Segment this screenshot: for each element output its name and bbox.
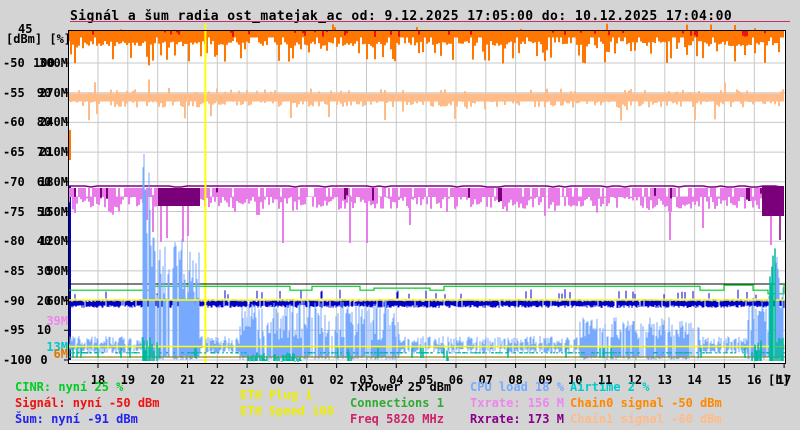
legend-item-chain0: Chain0 signal -50 dBm <box>570 396 722 410</box>
x-tick-hour: 13 <box>657 373 672 387</box>
legend-item-cpu: CPU load 18 % <box>470 380 564 394</box>
x-tick-hour: 15 <box>717 373 732 387</box>
y-tick-rate: 300M <box>39 56 68 70</box>
y-tick-rate: 120M <box>39 234 68 249</box>
y-tick-pct: 90 <box>36 85 52 100</box>
y-tick-pct: 20 <box>36 293 52 308</box>
y-tick-dbm: -80 <box>3 234 25 249</box>
x-tick-hour: 20 <box>150 373 165 387</box>
y-tick-pct: 10 <box>36 323 52 338</box>
x-tick-hour: 09 <box>538 373 553 387</box>
y-axis-top-label: 45 <box>18 22 33 36</box>
legend-item-airtime: Airtime 2 % <box>570 380 650 394</box>
y-tick-dbm: -70 <box>3 174 25 189</box>
y-tick-dbm: -85 <box>3 263 25 278</box>
x-tick-hour: 03 <box>359 373 374 387</box>
x-tick-hour: 11 <box>597 373 613 387</box>
legend-item-eth_speed: ETH Speed 100 <box>240 404 334 418</box>
y-tick-pct: 30 <box>36 263 52 278</box>
y-tick-rate: 90M <box>46 263 68 278</box>
y-tick-pct: 100 <box>33 56 55 70</box>
x-tick-hour: 02 <box>329 373 344 387</box>
y-tick-rate-6M: 6M <box>53 347 68 362</box>
y-tick-dbm: -50 <box>3 56 25 70</box>
x-tick-hour: 06 <box>448 373 464 387</box>
y-tick-dbm: -75 <box>3 204 25 219</box>
legend-item-eth_plug: ETH Plug 1 <box>240 388 313 402</box>
legend-item-cinr: CINR: nyní 25 % <box>15 380 124 394</box>
legend-item-txpower: TxPower 25 dBm <box>350 380 452 394</box>
y-tick-pct: 50 <box>36 204 52 219</box>
legend-item-connections: Connections 1 <box>350 396 444 410</box>
x-tick-hour: 12 <box>627 373 643 387</box>
y-tick-rate-39M: 39M <box>46 314 68 329</box>
x-tick-hour: 08 <box>508 373 523 387</box>
y-tick-pct: 60 <box>36 174 52 189</box>
y-tick-dbm: -90 <box>3 293 25 308</box>
y-tick-rate: 60M <box>46 293 68 308</box>
y-tick-pct: 40 <box>36 234 52 249</box>
y-tick-dbm: -100 <box>3 353 32 367</box>
graph-title: Signál a šum radia ost_matejak_ac od: 9.… <box>70 9 733 24</box>
x-tick-hour: 21 <box>180 373 195 387</box>
y-tick-rate-13M: 13M <box>46 340 68 355</box>
legend-item-freq: Freq 5820 MHz <box>350 412 444 426</box>
y-tick-rate: 150M <box>39 204 68 219</box>
y-tick-pct: 80 <box>36 115 52 130</box>
x-tick-hour: 10 <box>568 373 583 387</box>
x-tick-hour: 22 <box>210 373 225 387</box>
x-tick-hour: 04 <box>389 373 404 387</box>
y-tick-rate: 210M <box>39 145 68 160</box>
x-tick-hour: 19 <box>120 373 136 387</box>
legend-item-rxrate: Rxrate: 173 M <box>470 412 564 426</box>
x-tick-hour: 17 <box>776 373 792 387</box>
x-tick-hour: 00 <box>269 373 285 387</box>
y-tick-pct: 0 <box>40 353 48 367</box>
x-tick-hour: 16 <box>747 373 762 387</box>
y-tick-rate: 270M <box>39 85 68 100</box>
y-tick-pct: 70 <box>36 145 52 160</box>
y-tick-dbm: -55 <box>3 85 25 100</box>
title-strike-line <box>70 21 790 22</box>
legend-item-noise: Šum: nyní -91 dBm <box>15 412 138 426</box>
legend-item-txrate: Txrate: 156 M <box>470 396 564 410</box>
x-tick-hour: 18 <box>90 373 106 387</box>
legend-item-chain1: Chain1 signal -60 dBm <box>570 412 722 426</box>
x-axis-unit-label: [h] <box>768 373 790 387</box>
x-tick-hour: 07 <box>478 373 493 387</box>
x-tick-hour: 23 <box>239 373 255 387</box>
legend-item-signal: Signál: nyní -50 dBm <box>15 396 160 410</box>
chart-plot-area <box>64 23 786 368</box>
x-tick-hour: 14 <box>687 373 702 387</box>
y-axis-unit-header: [dBm] [%] <box>6 32 72 46</box>
x-tick-hour: 01 <box>299 373 315 387</box>
y-tick-dbm: -60 <box>3 115 25 130</box>
y-tick-dbm: -65 <box>3 145 25 160</box>
x-tick-hour: 05 <box>418 373 434 387</box>
y-tick-rate: 180M <box>39 174 68 189</box>
y-tick-dbm: -95 <box>3 323 25 338</box>
y-tick-rate: 240M <box>39 115 68 130</box>
